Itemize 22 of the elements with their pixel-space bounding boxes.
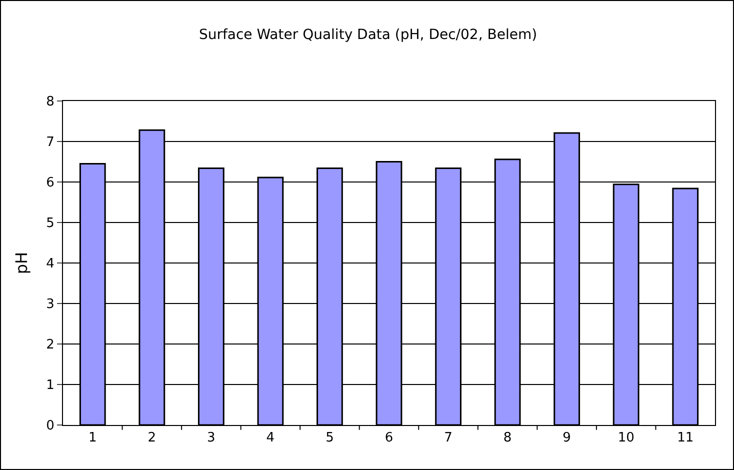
x-tick-label: 5: [326, 430, 334, 446]
x-tick-label: 7: [444, 430, 452, 446]
x-tick-label: 10: [618, 430, 634, 446]
y-tick-label: 2: [46, 338, 54, 353]
y-tick-label: 4: [46, 256, 54, 272]
x-tick-label: 2: [148, 430, 156, 446]
y-tick-label: 3: [46, 297, 54, 312]
y-tick-label: 7: [46, 135, 54, 150]
x-tick-label: 11: [677, 430, 694, 446]
y-tick-label: 6: [46, 176, 54, 191]
x-tick-label: 9: [562, 430, 571, 446]
x-tick-label: 3: [207, 430, 216, 446]
x-tick-label: 4: [266, 430, 275, 446]
x-tick-label: 1: [88, 430, 97, 446]
y-tick-label: 0: [46, 418, 54, 434]
y-tick-label: 5: [46, 216, 54, 232]
y-tick-label: 8: [46, 94, 54, 110]
y-tick-label: 1: [46, 378, 54, 394]
x-tick-label: 8: [503, 430, 512, 446]
chart-title: Surface Water Quality Data (pH, Dec/02, Belem): [198, 27, 538, 43]
y-axis-title: pH: [12, 252, 32, 274]
x-tick-label: 6: [384, 430, 394, 446]
